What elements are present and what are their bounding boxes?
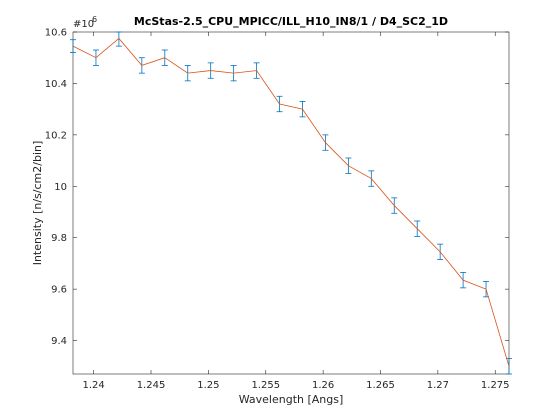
y-tick-label: 10.6 bbox=[45, 28, 67, 39]
x-tick-label: 1.25 bbox=[197, 380, 219, 391]
series-line bbox=[72, 37, 510, 367]
x-tick-label: 1.26 bbox=[312, 380, 334, 391]
x-tick-label: 1.27 bbox=[427, 380, 449, 391]
y-tick-label: 10.2 bbox=[45, 130, 67, 141]
y-tick-label: 9.6 bbox=[51, 285, 67, 296]
x-tick-label: 1.265 bbox=[366, 380, 395, 391]
x-tick-label: 1.275 bbox=[481, 380, 510, 391]
series-layer bbox=[72, 37, 510, 367]
x-tick-label: 1.24 bbox=[83, 380, 105, 391]
x-tick-label: 1.255 bbox=[251, 380, 280, 391]
x-axis-label: Wavelength [Angs] bbox=[239, 393, 344, 406]
y-tick-label: 10 bbox=[54, 182, 67, 193]
plot-area bbox=[72, 31, 510, 375]
y-tick-label: 10.4 bbox=[45, 79, 67, 90]
x-tick-label: 1.245 bbox=[137, 380, 166, 391]
chart-title: McStas-2.5_CPU_MPICC/ILL_H10_IN8/1 / D4_… bbox=[134, 15, 448, 28]
axis-ticks: 1.24 1.245 1.25 1.255 1.26 1.265 1.27 1.275 9.4 9… bbox=[45, 28, 510, 392]
y-exponent-base: #10 bbox=[73, 19, 94, 30]
y-tick-label: 9.4 bbox=[51, 336, 67, 347]
y-axis-label: Intensity [n/s/cm2/bin] bbox=[31, 141, 44, 266]
y-exponent-power: 6 bbox=[92, 15, 97, 24]
error-bar bbox=[115, 31, 122, 47]
y-tick-label: 9.8 bbox=[51, 233, 67, 244]
